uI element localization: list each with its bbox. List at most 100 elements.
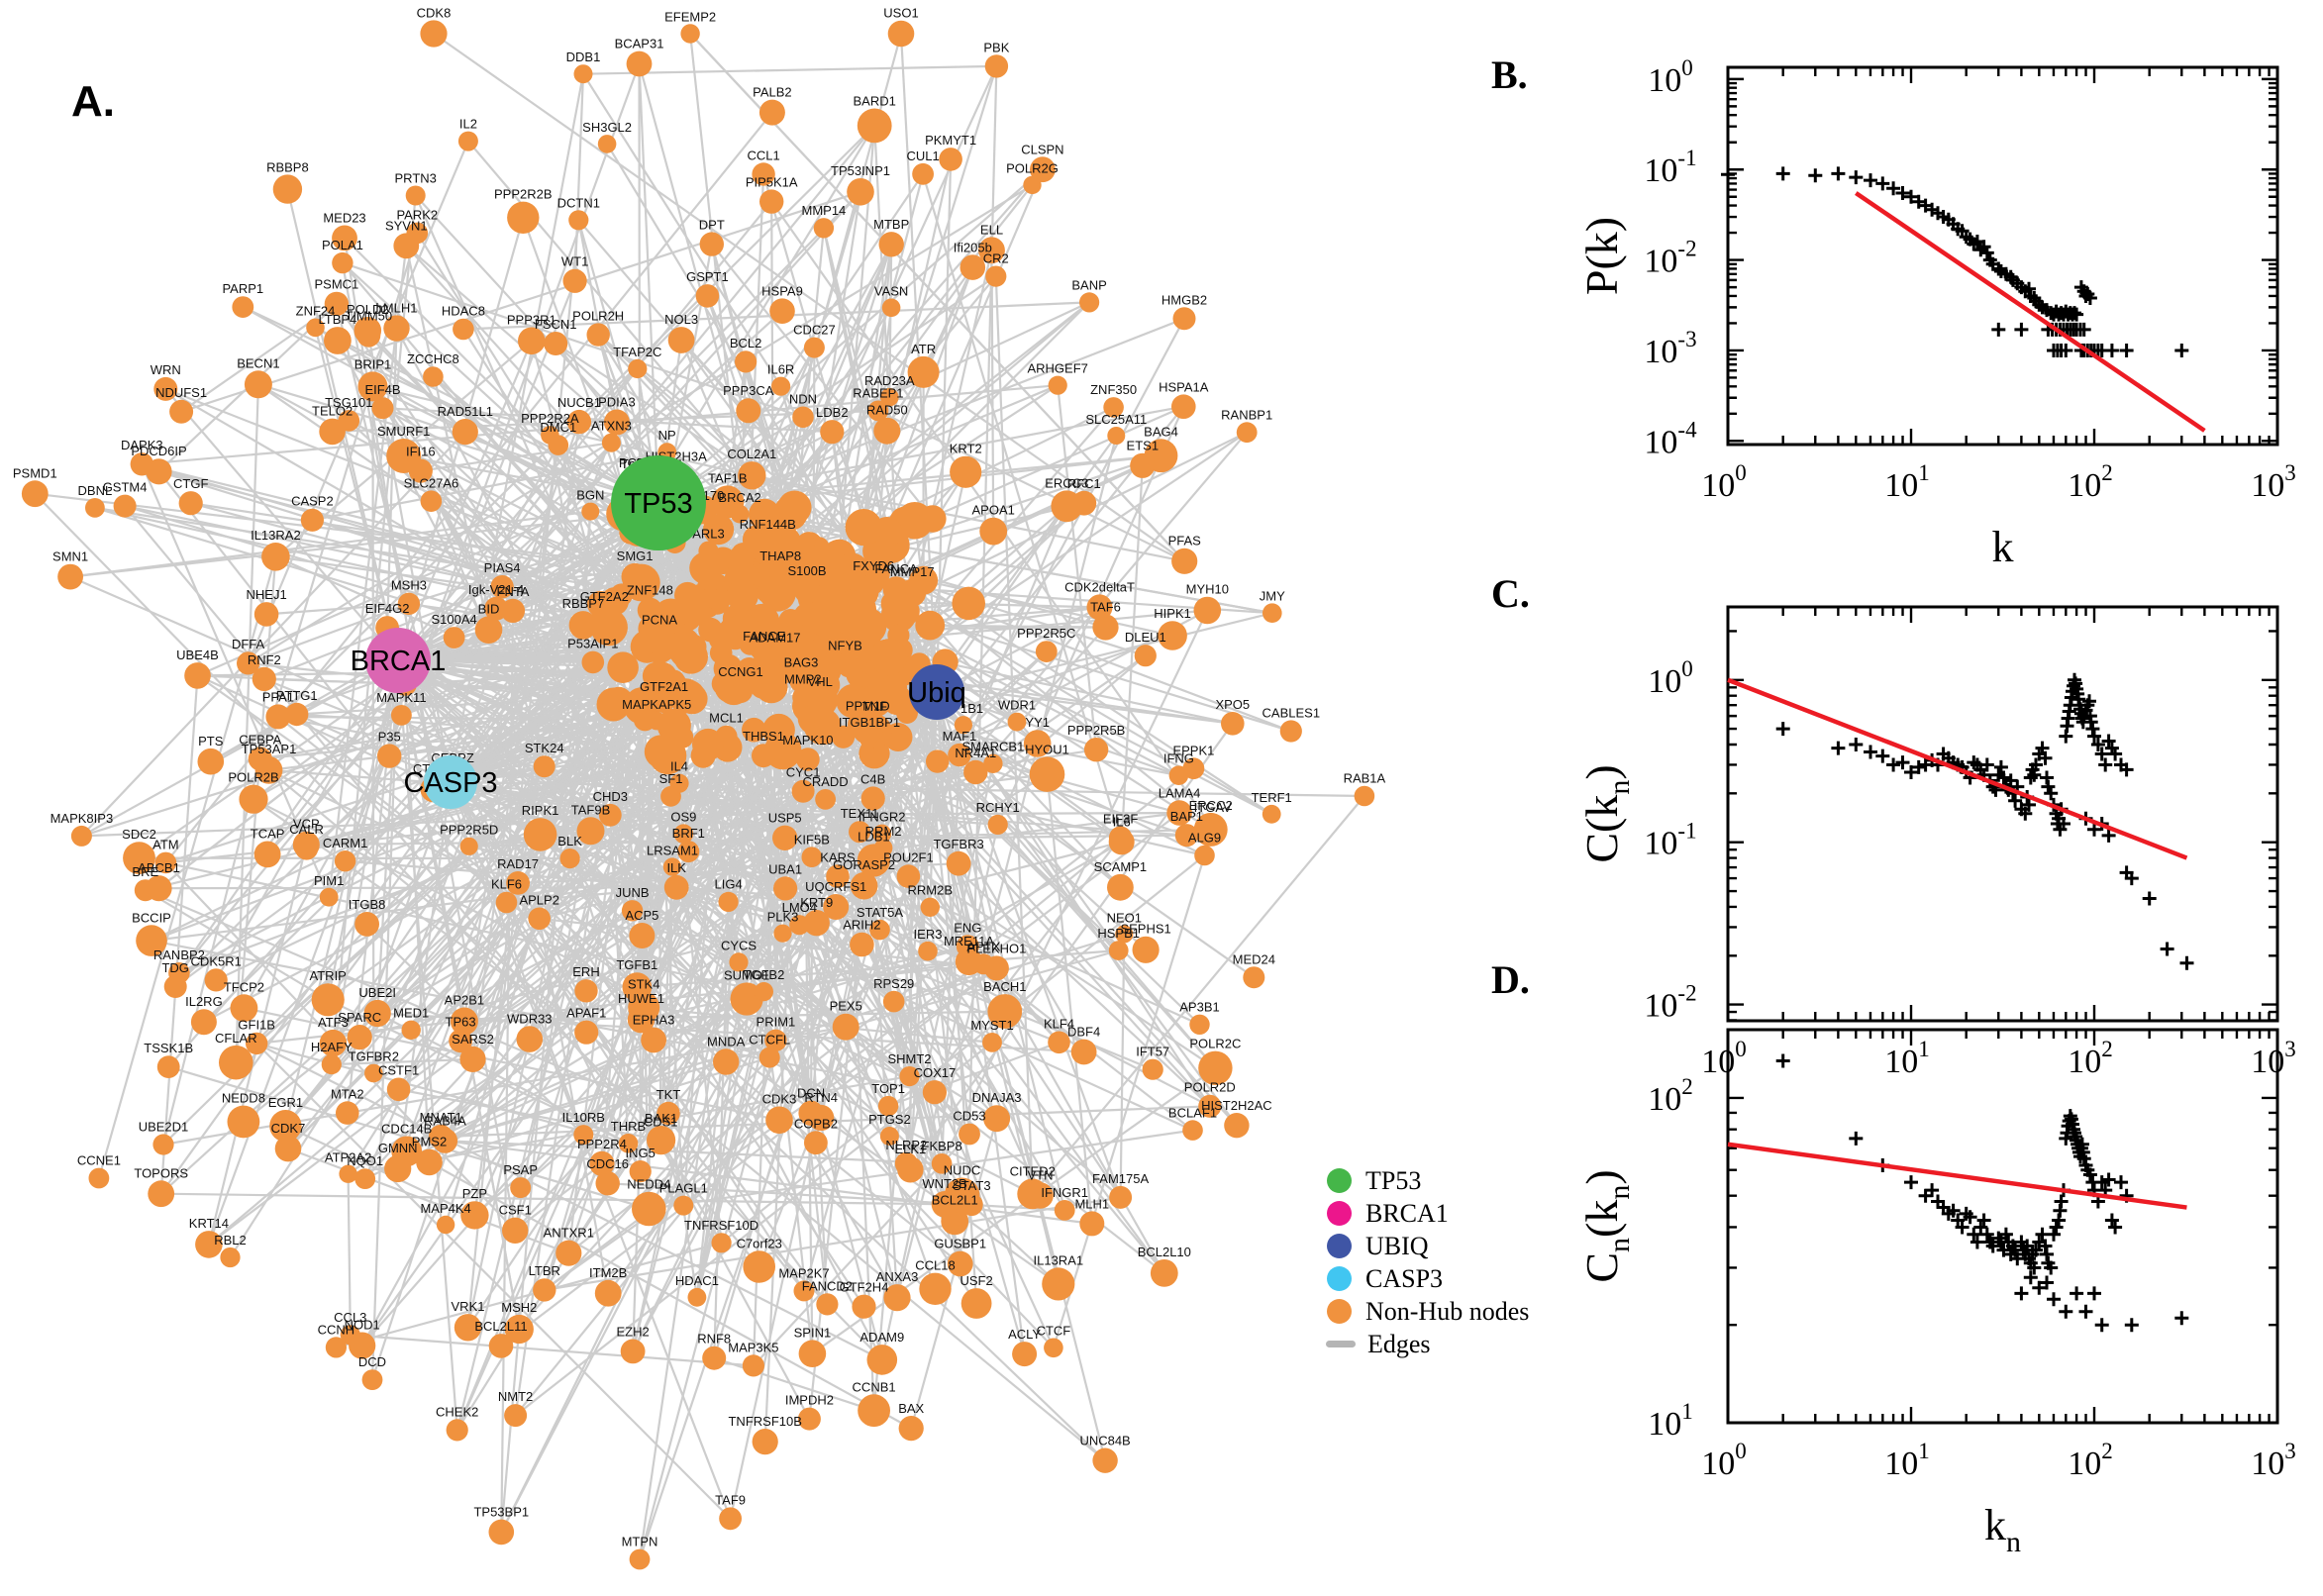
- network-node[interactable]: [1109, 1185, 1133, 1209]
- network-node[interactable]: [452, 419, 478, 446]
- network-node[interactable]: [883, 1284, 911, 1312]
- network-node[interactable]: [1044, 1338, 1063, 1358]
- network-node[interactable]: [1262, 804, 1281, 824]
- network-node[interactable]: [1079, 1211, 1105, 1237]
- network-node[interactable]: [758, 1047, 780, 1068]
- network-node[interactable]: [641, 1027, 666, 1053]
- network-node[interactable]: [1092, 1447, 1118, 1473]
- network-node[interactable]: [1103, 397, 1124, 418]
- network-node[interactable]: [573, 64, 593, 84]
- network-node[interactable]: [764, 1029, 787, 1052]
- network-node[interactable]: [1279, 720, 1302, 743]
- network-node[interactable]: [152, 1134, 174, 1155]
- network-node[interactable]: [759, 189, 784, 214]
- network-node[interactable]: [146, 458, 172, 485]
- network-node[interactable]: [637, 597, 663, 623]
- network-node[interactable]: [823, 589, 846, 612]
- network-node[interactable]: [1092, 614, 1119, 641]
- network-node[interactable]: [866, 1345, 898, 1375]
- network-node[interactable]: [845, 620, 870, 646]
- network-node[interactable]: [894, 1151, 918, 1175]
- network-node[interactable]: [1071, 490, 1097, 516]
- network-node[interactable]: [261, 543, 290, 571]
- network-node[interactable]: [457, 131, 478, 151]
- network-node[interactable]: [195, 1231, 223, 1258]
- network-node[interactable]: [850, 932, 874, 957]
- network-node[interactable]: [1048, 1031, 1070, 1054]
- network-node[interactable]: [363, 999, 391, 1028]
- network-node[interactable]: [354, 1168, 376, 1189]
- network-node[interactable]: [878, 232, 904, 257]
- network-node[interactable]: [1166, 800, 1192, 826]
- network-node[interactable]: [459, 837, 478, 855]
- network-node[interactable]: [574, 1020, 599, 1045]
- network-node[interactable]: [769, 298, 795, 325]
- network-node[interactable]: [1158, 621, 1187, 650]
- network-node[interactable]: [820, 420, 845, 445]
- network-node[interactable]: [432, 1128, 458, 1153]
- network-node[interactable]: [581, 650, 605, 674]
- network-node[interactable]: [982, 1033, 1002, 1052]
- network-node[interactable]: [169, 399, 194, 424]
- network-node[interactable]: [898, 578, 927, 607]
- network-node[interactable]: [742, 1354, 765, 1377]
- network-node[interactable]: [979, 517, 1008, 546]
- network-node[interactable]: [332, 251, 354, 274]
- network-node[interactable]: [626, 50, 653, 77]
- network-node[interactable]: [730, 504, 750, 524]
- network-node[interactable]: [436, 1215, 455, 1235]
- network-node[interactable]: [573, 1125, 594, 1146]
- network-node[interactable]: [742, 717, 766, 743]
- network-node[interactable]: [420, 490, 443, 512]
- network-node[interactable]: [507, 201, 540, 234]
- network-node[interactable]: [1029, 756, 1065, 792]
- network-node[interactable]: [796, 748, 820, 771]
- network-node[interactable]: [922, 1080, 948, 1105]
- network-node[interactable]: [454, 1314, 482, 1342]
- network-node[interactable]: [533, 1278, 556, 1302]
- network-node[interactable]: [736, 398, 761, 424]
- network-node[interactable]: [881, 298, 901, 318]
- network-node[interactable]: [699, 567, 723, 592]
- network-node[interactable]: [656, 1101, 680, 1126]
- network-node[interactable]: [755, 670, 788, 704]
- network-node[interactable]: [667, 327, 695, 353]
- network-node[interactable]: [1193, 596, 1222, 625]
- network-node[interactable]: [576, 817, 605, 846]
- network-node[interactable]: [715, 725, 738, 748]
- network-node[interactable]: [1262, 603, 1282, 623]
- network-node[interactable]: [1171, 548, 1198, 574]
- network-node[interactable]: [490, 575, 514, 599]
- network-node[interactable]: [629, 1160, 652, 1183]
- network-node[interactable]: [860, 786, 885, 811]
- network-node[interactable]: [568, 210, 589, 231]
- network-node[interactable]: [719, 1507, 742, 1531]
- network-node[interactable]: [488, 1334, 514, 1358]
- network-node[interactable]: [797, 1407, 821, 1431]
- network-node[interactable]: [835, 652, 856, 673]
- network-node[interactable]: [816, 1293, 839, 1316]
- network-node[interactable]: [857, 108, 892, 144]
- network-node[interactable]: [803, 337, 825, 358]
- network-node[interactable]: [336, 1101, 359, 1125]
- network-node[interactable]: [862, 573, 884, 595]
- network-node[interactable]: [357, 371, 388, 402]
- network-node[interactable]: [269, 1110, 302, 1143]
- network-node[interactable]: [533, 755, 556, 778]
- network-node[interactable]: [589, 1150, 615, 1176]
- hub-node-brca1[interactable]: [365, 628, 431, 693]
- network-node[interactable]: [364, 1063, 383, 1083]
- network-node[interactable]: [502, 1217, 529, 1245]
- network-node[interactable]: [253, 602, 279, 627]
- network-node[interactable]: [896, 864, 921, 888]
- network-node[interactable]: [1142, 1058, 1163, 1080]
- network-node[interactable]: [808, 609, 835, 636]
- network-node[interactable]: [324, 291, 350, 317]
- network-node[interactable]: [844, 593, 877, 626]
- network-node[interactable]: [601, 433, 621, 452]
- network-node[interactable]: [1107, 427, 1126, 445]
- network-node[interactable]: [931, 1153, 953, 1174]
- network-node[interactable]: [391, 705, 412, 726]
- network-node[interactable]: [1070, 1039, 1097, 1065]
- network-node[interactable]: [870, 639, 908, 676]
